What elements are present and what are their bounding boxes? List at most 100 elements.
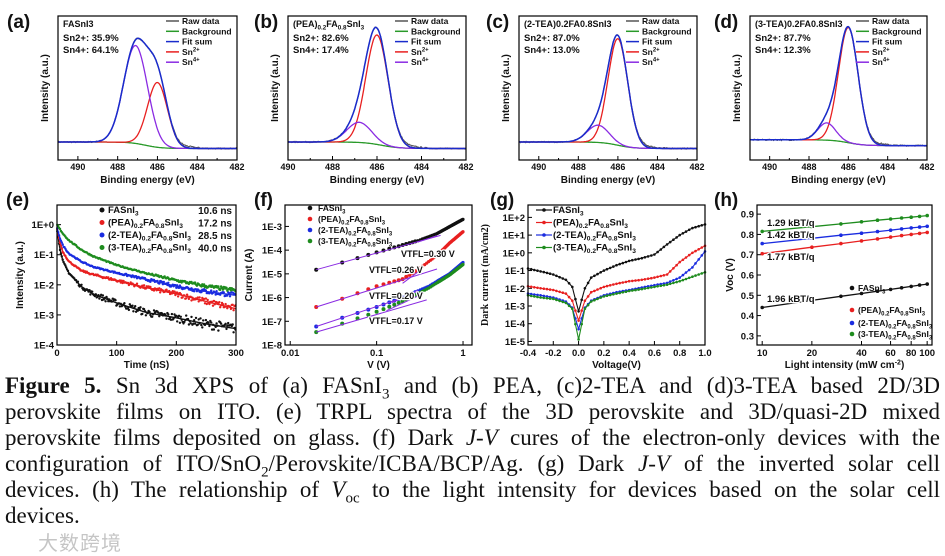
data-point (672, 281, 675, 285)
legend-marker (849, 320, 855, 326)
data-point (545, 271, 549, 275)
data-point (215, 290, 218, 293)
data-point (875, 229, 880, 234)
data-point (586, 281, 590, 285)
y-tick-label: 0.5 (741, 291, 755, 302)
legend-marker (99, 232, 105, 238)
plot-frame (57, 15, 238, 161)
data-point (558, 299, 561, 303)
data-point (196, 323, 199, 326)
data-point (533, 295, 536, 298)
x-tick-label: 488 (325, 162, 340, 172)
data-point (593, 274, 596, 278)
data-point (134, 305, 137, 308)
y-tick-label: 1E-3 (505, 301, 525, 312)
data-point (599, 271, 602, 274)
legend-label: (3-TEA)0.2FA0.8SnI3 (858, 329, 933, 342)
data-point (132, 310, 135, 313)
data-point (687, 268, 691, 272)
data-point (925, 230, 929, 235)
data-point (548, 297, 552, 300)
data-point (529, 285, 533, 289)
vtfl-label: VTFL=0.20 V (369, 291, 423, 301)
data-point (888, 287, 893, 292)
y-tick-label: 1E-3 (34, 310, 54, 321)
legend-marker (849, 307, 855, 313)
data-point (189, 322, 192, 325)
data-point (580, 298, 583, 302)
data-point (193, 290, 196, 293)
data-point (574, 297, 577, 301)
data-point (396, 300, 401, 305)
data-point (231, 323, 234, 326)
data-point (167, 281, 170, 284)
data-point (859, 231, 864, 235)
legend-label: Raw data (642, 16, 680, 26)
data-point (631, 289, 634, 292)
sn2-percentage: Sn2+: 82.6% (293, 33, 349, 44)
data-point (678, 276, 681, 279)
x-tick-label: 10 (757, 348, 768, 359)
data-point (637, 278, 640, 282)
legend-marker (542, 220, 546, 225)
data-point (694, 262, 697, 265)
x-axis-title: Binding energy (eV) (561, 175, 655, 186)
data-point (135, 282, 139, 285)
data-point (536, 286, 539, 290)
legend-label: FASnI3 (108, 205, 139, 218)
y-tick-label: 1E-1 (34, 250, 55, 261)
data-point (653, 276, 656, 279)
data-point (529, 292, 533, 296)
x-tick-label: 0.8 (673, 348, 686, 359)
x-tick-label: -0.2 (545, 348, 561, 359)
y-tick-label: 1E+1 (503, 231, 526, 242)
data-point (210, 328, 214, 331)
watermark: 大数跨境 (38, 531, 122, 555)
data-point (574, 309, 577, 312)
lifetime-label: 40.0 ns (198, 244, 232, 255)
data-point (574, 322, 577, 326)
data-point (545, 295, 549, 298)
data-point (621, 291, 625, 294)
legend-label: Fit sum (182, 37, 213, 47)
y-axis-title: Current (A) (244, 249, 255, 302)
data-point (227, 321, 230, 325)
data-point (909, 284, 913, 289)
data-point (226, 324, 229, 327)
panel-label: (h) (714, 190, 738, 211)
data-point (529, 294, 533, 298)
data-point (542, 270, 546, 274)
data-point (127, 308, 131, 312)
y-tick-label: 1E-1 (505, 266, 526, 277)
legend-marker (307, 216, 313, 222)
data-point (697, 258, 700, 261)
data-point (675, 280, 678, 284)
x-axis-title: Binding energy (eV) (100, 175, 194, 186)
data-point (624, 260, 628, 264)
y-tick-label: 1E-4 (34, 341, 55, 352)
data-point (684, 230, 688, 233)
ideality-factor-label: 1.42 kBT/q (767, 230, 815, 241)
x-tick-label: 1.0 (698, 348, 711, 359)
figure-panels: 490 488 486 484 482 FASnI3 Sn2+: 35.9%Sn4+: 64… (6, 12, 935, 371)
data-point (567, 295, 571, 299)
data-point (226, 307, 229, 310)
data-point (691, 226, 694, 230)
data-point (665, 281, 669, 285)
y-tick-label: 1E+0 (32, 220, 54, 231)
legend-label: (3-TEA)0.2FA0.8SnI3 (318, 236, 393, 249)
data-point (656, 250, 659, 254)
data-point (555, 289, 558, 293)
data-point (539, 270, 542, 273)
data-point (142, 284, 146, 287)
data-point (875, 237, 880, 241)
fit-line (56, 229, 237, 330)
data-point (700, 246, 704, 249)
data-point (577, 319, 580, 322)
x-tick-label: 488 (110, 162, 125, 172)
data-point (207, 321, 210, 324)
data-point (599, 286, 602, 290)
y-tick-label: 1E-2 (505, 284, 525, 295)
data-point (624, 290, 628, 294)
data-point (151, 315, 154, 318)
